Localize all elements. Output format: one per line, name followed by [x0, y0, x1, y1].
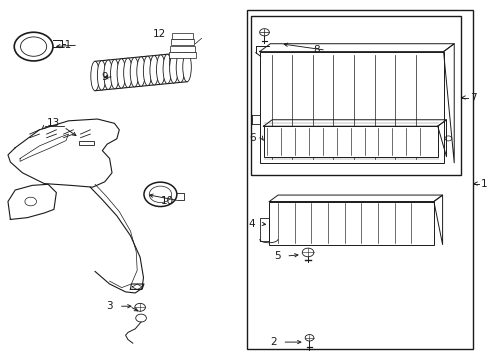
- Ellipse shape: [176, 53, 184, 82]
- Bar: [169, 46, 194, 51]
- Text: 3: 3: [106, 301, 113, 311]
- Text: 10: 10: [160, 196, 173, 206]
- Ellipse shape: [163, 54, 171, 84]
- Text: 13: 13: [46, 118, 60, 128]
- Text: 1: 1: [480, 179, 487, 189]
- Ellipse shape: [156, 55, 164, 84]
- Ellipse shape: [150, 55, 158, 85]
- Bar: [269, 202, 433, 244]
- Ellipse shape: [137, 57, 145, 86]
- Ellipse shape: [117, 59, 125, 88]
- Text: 12: 12: [153, 29, 166, 39]
- Text: 2: 2: [269, 337, 276, 347]
- Text: 7: 7: [469, 93, 476, 103]
- Bar: [251, 16, 460, 175]
- Text: 5: 5: [273, 251, 280, 261]
- Text: 6: 6: [249, 133, 255, 143]
- Ellipse shape: [110, 59, 119, 89]
- Text: 4: 4: [248, 219, 254, 229]
- Ellipse shape: [91, 61, 99, 91]
- Ellipse shape: [130, 58, 139, 87]
- Text: 9: 9: [102, 72, 108, 82]
- Text: 8: 8: [313, 45, 320, 55]
- Bar: [171, 33, 192, 39]
- Bar: [246, 10, 471, 348]
- Ellipse shape: [104, 60, 112, 89]
- Bar: [170, 40, 193, 45]
- Bar: [259, 51, 443, 163]
- Bar: [168, 52, 195, 58]
- Bar: [79, 140, 93, 145]
- Ellipse shape: [169, 54, 178, 83]
- Text: 11: 11: [59, 40, 72, 50]
- Ellipse shape: [97, 60, 106, 90]
- Ellipse shape: [183, 52, 191, 82]
- Ellipse shape: [123, 58, 132, 87]
- Bar: [263, 126, 437, 157]
- Ellipse shape: [143, 56, 152, 86]
